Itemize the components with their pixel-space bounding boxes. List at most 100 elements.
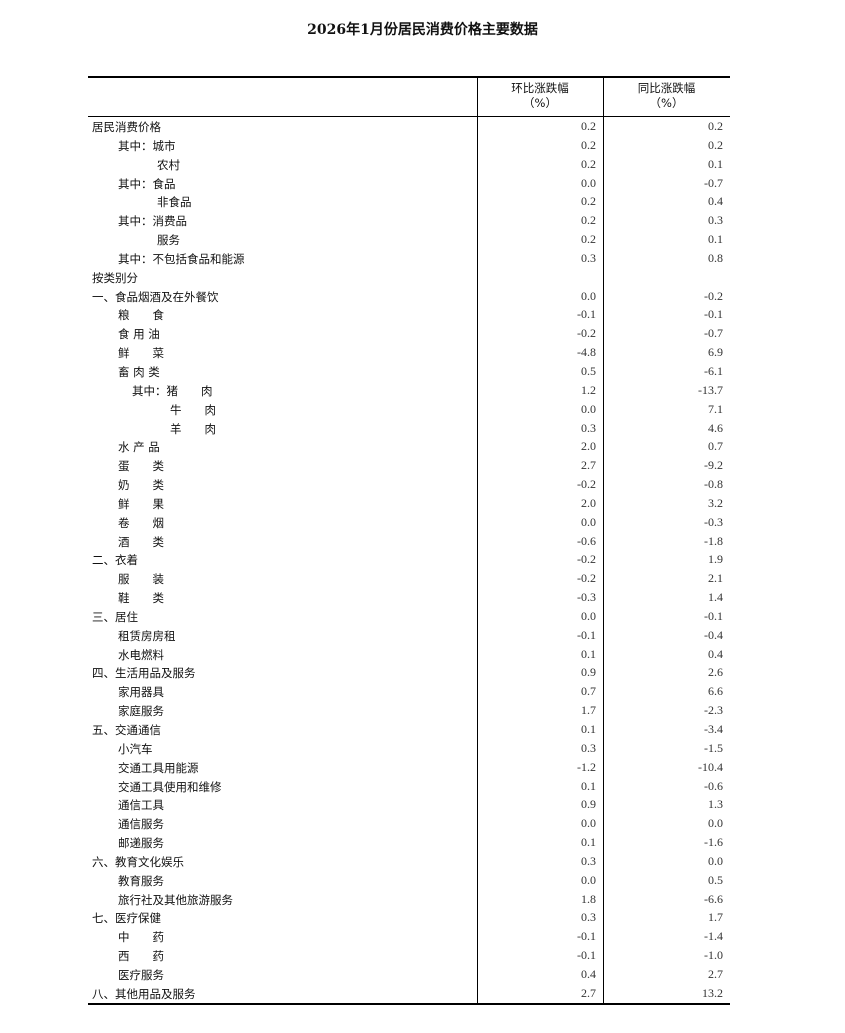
table-row: 水 产 品 2.0 0.7	[88, 437, 730, 456]
table-row: 蛋 类 2.7 -9.2	[88, 456, 730, 475]
table-row: 农村 0.2 0.1	[88, 155, 730, 174]
yoy-value: 0.2	[708, 119, 723, 133]
table-row: 鲜 菜 -4.8 6.9	[88, 343, 730, 362]
yoy-value: 0.8	[708, 250, 723, 265]
mom-value: 2.0	[581, 439, 596, 454]
mom-value: -0.1	[577, 948, 596, 963]
yoy-value: -0.7	[704, 175, 723, 190]
row-label: 非食品	[157, 195, 192, 210]
table-row: 服务 0.2 0.1	[88, 230, 730, 249]
mom-value: 1.7	[581, 703, 596, 718]
row-label: 水电燃料	[118, 647, 164, 662]
mom-value: 0.2	[581, 232, 596, 247]
header-yoy-unit: （%）	[649, 96, 684, 110]
yoy-value: 0.1	[708, 156, 723, 171]
mom-value: 0.0	[581, 401, 596, 416]
mom-value: 0.7	[581, 684, 596, 699]
row-label: 家用器具	[118, 685, 164, 700]
row-label: 居民消费价格	[92, 120, 161, 134]
row-label: 鲜 果	[118, 496, 164, 511]
mom-value: 2.7	[581, 985, 596, 1000]
table-row: 中 药 -0.1 -1.4	[88, 927, 730, 946]
row-label: 服务	[157, 233, 180, 248]
row-label: 服 装	[118, 572, 164, 587]
mom-value: -0.6	[577, 533, 596, 548]
row-label: 畜 肉 类	[118, 364, 160, 379]
yoy-value: -0.4	[704, 627, 723, 642]
yoy-value: -0.1	[704, 307, 723, 322]
table-row: 卷 烟 0.0 -0.3	[88, 513, 730, 532]
table-row: 其中：消费品 0.2 0.3	[88, 211, 730, 230]
yoy-value: 0.2	[708, 137, 723, 152]
mom-value: 0.0	[581, 514, 596, 529]
mom-value: -0.1	[577, 627, 596, 642]
row-label: 租赁房房租	[118, 628, 176, 643]
table-row: 其中：不包括食品和能源 0.3 0.8	[88, 249, 730, 268]
yoy-value: -1.0	[704, 948, 723, 963]
yoy-value: -10.4	[698, 759, 723, 774]
table-row: 邮递服务 0.1 -1.6	[88, 833, 730, 852]
table-row: 二、衣着 -0.2 1.9	[88, 550, 730, 569]
yoy-value: 2.1	[708, 571, 723, 586]
mom-value: 0.0	[581, 608, 596, 623]
mom-value: -1.2	[577, 759, 596, 774]
row-label: 其中：不包括食品和能源	[118, 251, 245, 266]
mom-value: 0.3	[581, 420, 596, 435]
yoy-value: -0.7	[704, 326, 723, 341]
row-label: 中 药	[118, 930, 164, 945]
mom-value: 0.3	[581, 250, 596, 265]
mom-value: 0.3	[581, 910, 596, 925]
yoy-value: 0.3	[708, 213, 723, 228]
row-label: 蛋 类	[118, 459, 164, 474]
mom-value: 0.9	[581, 665, 596, 680]
yoy-value: -3.4	[704, 722, 723, 736]
yoy-value: -0.3	[704, 514, 723, 529]
mom-value: 0.5	[581, 363, 596, 378]
row-label: 按类别分	[92, 270, 138, 285]
row-label: 通信工具	[118, 798, 164, 813]
mom-value: 0.4	[581, 966, 596, 981]
row-label: 八、其他用品及服务	[92, 986, 196, 1001]
table-row: 西 药 -0.1 -1.0	[88, 946, 730, 965]
table-row: 五、交通通信 0.1 -3.4	[88, 720, 730, 739]
yoy-value: 1.3	[708, 797, 723, 812]
header-yoy-label: 同比涨跌幅	[637, 81, 696, 95]
table-row: 按类别分	[88, 268, 730, 287]
yoy-value: -0.1	[704, 608, 723, 623]
row-label: 鲜 菜	[118, 346, 164, 361]
yoy-value: -13.7	[698, 382, 723, 397]
yoy-value: -1.6	[704, 835, 723, 850]
yoy-value: -6.1	[704, 363, 723, 378]
table-row: 居民消费价格 0.2 0.2	[88, 117, 730, 136]
yoy-value: 6.6	[708, 684, 723, 699]
mom-value: 0.0	[581, 175, 596, 190]
table-row: 医疗服务 0.4 2.7	[88, 965, 730, 984]
table-row: 粮 食 -0.1 -0.1	[88, 305, 730, 324]
table-row: 八、其他用品及服务 2.7 13.2	[88, 984, 730, 1003]
cpi-table: 环比涨跌幅 （%） 同比涨跌幅 （%） 居民消费价格 0.2 0.2 其中：城市 …	[88, 76, 730, 1005]
table-row: 通信服务 0.0 0.0	[88, 814, 730, 833]
row-label: 粮 食	[118, 308, 164, 323]
table-row: 家庭服务 1.7 -2.3	[88, 701, 730, 720]
yoy-value: -6.6	[704, 891, 723, 906]
row-label: 酒 类	[118, 534, 164, 549]
yoy-value: 1.4	[708, 590, 723, 605]
mom-value: -0.2	[577, 477, 596, 492]
yoy-value: -2.3	[704, 703, 723, 718]
table-row: 服 装 -0.2 2.1	[88, 569, 730, 588]
table-row: 鲜 果 2.0 3.2	[88, 494, 730, 513]
table-row: 食 用 油 -0.2 -0.7	[88, 324, 730, 343]
table-body: 居民消费价格 0.2 0.2 其中：城市 0.2 0.2 农村 0.2 0.1 其中：…	[88, 117, 730, 1003]
yoy-value: -0.2	[704, 288, 723, 303]
row-label: 邮递服务	[118, 836, 164, 851]
yoy-value: 3.2	[708, 495, 723, 510]
mom-value: 0.1	[581, 835, 596, 850]
row-label: 农村	[157, 157, 180, 172]
row-label: 医疗服务	[118, 967, 164, 982]
yoy-value: 0.7	[708, 439, 723, 454]
table-row: 酒 类 -0.6 -1.8	[88, 532, 730, 551]
mom-value: 0.3	[581, 740, 596, 755]
mom-value: 0.3	[581, 853, 596, 868]
yoy-value: 4.6	[708, 420, 723, 435]
yoy-value: 7.1	[708, 401, 723, 416]
